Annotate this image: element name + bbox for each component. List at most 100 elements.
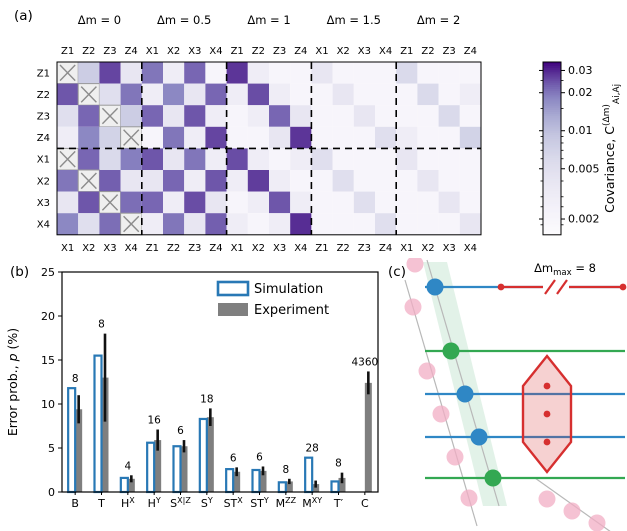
colorbar-strip: [543, 106, 561, 109]
heatmap-cell: [332, 170, 354, 192]
colorbar-strip: [543, 73, 561, 77]
heatmap-cell: [417, 170, 439, 192]
ancilla-faded: [538, 490, 556, 508]
heatmap-cell: [120, 62, 142, 84]
col-label-top: Z4: [125, 46, 138, 57]
colorbar-strip: [543, 94, 561, 98]
col-label-top: Z2: [421, 46, 434, 57]
row-label: Z1: [37, 68, 50, 79]
heatmap-cell: [226, 213, 248, 235]
heatmap-cell: [141, 83, 163, 106]
col-label-bottom: X2: [421, 243, 434, 254]
experiment-bar: [259, 470, 267, 492]
legend-label-simulation: Simulation: [254, 282, 323, 297]
detector-dot: [543, 382, 551, 390]
y-tick-label: 10: [41, 398, 55, 411]
break-slash: [556, 279, 568, 295]
heatmap-cell: [57, 213, 79, 235]
colorbar-tick-label: 0.02: [568, 86, 593, 99]
heatmap-cell: [163, 170, 185, 192]
heatmap-cell: [163, 191, 185, 214]
heatmap-cell: [226, 83, 248, 106]
ancilla-blue: [426, 278, 444, 296]
colorbar-strip: [543, 175, 561, 178]
heatmap-cell: [311, 213, 333, 235]
col-label-top: Z2: [252, 46, 265, 57]
heatmap-cell: [184, 83, 206, 106]
col-label-bottom: Z4: [379, 243, 392, 254]
simulation-bar: [330, 480, 340, 494]
col-label-bottom: X3: [103, 243, 116, 254]
colorbar-strip: [543, 134, 561, 138]
excluded-cross: [123, 215, 140, 233]
heatmap-cell: [290, 83, 312, 106]
heatmap-cell: [417, 126, 439, 149]
col-label-bottom: Z3: [358, 243, 371, 254]
heatmap-cell: [459, 148, 481, 170]
heatmap-cell: [353, 191, 375, 214]
heatmap-cell: [163, 62, 185, 84]
experiment-bar: [206, 417, 214, 492]
colorbar-strip: [543, 113, 561, 117]
heatmap-cell: [99, 62, 121, 84]
heatmap-cell: [269, 191, 291, 214]
heatmap-cell: [332, 83, 354, 106]
count-label: 4360: [351, 356, 378, 368]
heatmap-cell: [247, 62, 269, 84]
col-label-top: Z4: [464, 46, 477, 57]
heatmap-cell: [247, 105, 269, 127]
y-tick-label: 20: [41, 310, 55, 323]
colorbar-strip: [543, 144, 561, 148]
colorbar-strip: [543, 179, 561, 182]
col-label-top: X1: [315, 46, 328, 57]
heatmap-cell: [332, 105, 354, 127]
col-label-bottom: Z1: [146, 243, 159, 254]
heatmap-cell: [290, 105, 312, 127]
col-label-bottom: X4: [294, 243, 307, 254]
heatmap-cell: [57, 83, 79, 106]
col-label-bottom: X1: [231, 243, 244, 254]
experiment-bar: [180, 446, 188, 492]
heatmap-cell: [78, 126, 100, 149]
heatmap-cell: [247, 213, 269, 235]
colorbar-strip: [543, 119, 561, 123]
col-label-top: X4: [209, 46, 222, 57]
heatmap-cell: [141, 191, 163, 214]
colorbar-strip: [543, 148, 561, 152]
colorbar-strip: [543, 115, 561, 119]
y-tick-label: 5: [48, 442, 55, 455]
heatmap-cell: [375, 170, 397, 192]
count-label: 8: [98, 319, 105, 331]
ancilla-green: [484, 469, 502, 487]
heatmap-cell: [353, 213, 375, 235]
heatmap-cell: [99, 148, 121, 170]
y-tick-label: 0: [48, 486, 55, 499]
colorbar-strip: [543, 86, 561, 90]
heatmap-cell: [99, 83, 121, 106]
colorbar-strip: [543, 131, 561, 134]
heatmap-cell: [353, 126, 375, 149]
col-label-bottom: Z1: [315, 243, 328, 254]
colorbar-tick-label: 0.03: [568, 64, 593, 77]
col-label-top: Z1: [400, 46, 413, 57]
heatmap-cell: [332, 213, 354, 235]
simulation-bar: [93, 354, 103, 494]
colorbar-strip: [543, 206, 561, 209]
excluded-cross: [59, 64, 76, 82]
colorbar-strip: [543, 111, 561, 115]
colorbar-strip: [543, 133, 561, 136]
col-label-top: Z3: [273, 46, 286, 57]
colorbar-strip: [543, 75, 561, 79]
excluded-cross: [101, 107, 119, 125]
count-label: 6: [177, 425, 184, 437]
colorbar-strip: [543, 207, 561, 211]
heatmap-cell: [184, 191, 206, 214]
colorbar-strip: [543, 79, 561, 82]
heatmap-cell: [396, 62, 418, 84]
row-label: Z4: [37, 133, 50, 144]
x-tick-label: STX: [224, 496, 244, 510]
heatmap-cell: [459, 105, 481, 127]
colorbar-strip: [543, 154, 561, 157]
heatmap-cell: [438, 213, 460, 235]
colorbar-frame: [542, 61, 562, 236]
